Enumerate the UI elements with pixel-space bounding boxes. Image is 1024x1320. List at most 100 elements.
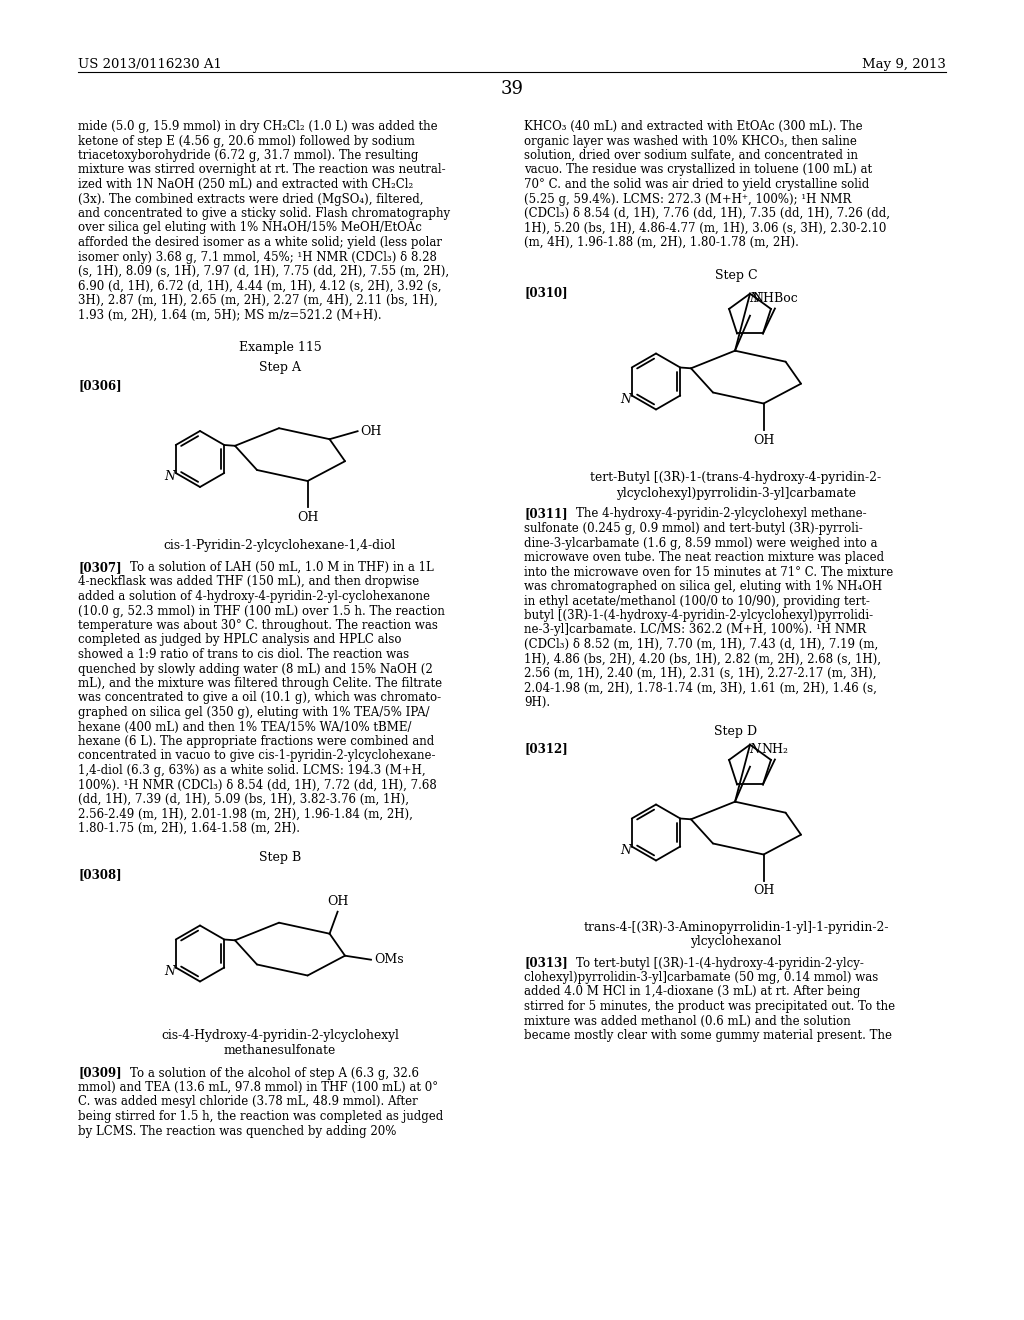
Text: Step D: Step D — [715, 725, 758, 738]
Text: To tert-butyl [(3R)-1-(4-hydroxy-4-pyridin-2-ylcy-: To tert-butyl [(3R)-1-(4-hydroxy-4-pyrid… — [575, 957, 864, 969]
Text: was concentrated to give a oil (10.1 g), which was chromato-: was concentrated to give a oil (10.1 g),… — [78, 692, 441, 705]
Text: became mostly clear with some gummy material present. The: became mostly clear with some gummy mate… — [524, 1030, 892, 1041]
Text: Example 115: Example 115 — [239, 341, 322, 354]
Text: N: N — [621, 393, 631, 407]
Text: graphed on silica gel (350 g), eluting with 1% TEA/5% IPA/: graphed on silica gel (350 g), eluting w… — [78, 706, 430, 719]
Text: concentrated in vacuo to give cis-1-pyridin-2-ylcyclohexane-: concentrated in vacuo to give cis-1-pyri… — [78, 750, 435, 763]
Text: 2.56 (m, 1H), 2.40 (m, 1H), 2.31 (s, 1H), 2.27-2.17 (m, 3H),: 2.56 (m, 1H), 2.40 (m, 1H), 2.31 (s, 1H)… — [524, 667, 877, 680]
Text: (s, 1H), 8.09 (s, 1H), 7.97 (d, 1H), 7.75 (dd, 2H), 7.55 (m, 2H),: (s, 1H), 8.09 (s, 1H), 7.97 (d, 1H), 7.7… — [78, 265, 450, 279]
Text: N: N — [750, 292, 761, 305]
Text: 1.80-1.75 (m, 2H), 1.64-1.58 (m, 2H).: 1.80-1.75 (m, 2H), 1.64-1.58 (m, 2H). — [78, 822, 300, 836]
Text: vacuo. The residue was crystallized in toluene (100 mL) at: vacuo. The residue was crystallized in t… — [524, 164, 872, 177]
Text: mixture was stirred overnight at rt. The reaction was neutral-: mixture was stirred overnight at rt. The… — [78, 164, 445, 177]
Text: temperature was about 30° C. throughout. The reaction was: temperature was about 30° C. throughout.… — [78, 619, 438, 632]
Text: cis-4-Hydroxy-4-pyridin-2-ylcyclohexyl: cis-4-Hydroxy-4-pyridin-2-ylcyclohexyl — [161, 1028, 399, 1041]
Text: ylcyclohexyl)pyrrolidin-3-yl]carbamate: ylcyclohexyl)pyrrolidin-3-yl]carbamate — [616, 487, 856, 499]
Text: (5.25 g, 59.4%). LCMS: 272.3 (M+H⁺, 100%); ¹H NMR: (5.25 g, 59.4%). LCMS: 272.3 (M+H⁺, 100%… — [524, 193, 851, 206]
Text: added a solution of 4-hydroxy-4-pyridin-2-yl-cyclohexanone: added a solution of 4-hydroxy-4-pyridin-… — [78, 590, 430, 603]
Text: microwave oven tube. The neat reaction mixture was placed: microwave oven tube. The neat reaction m… — [524, 550, 884, 564]
Text: ne-3-yl]carbamate. LC/MS: 362.2 (M+H, 100%). ¹H NMR: ne-3-yl]carbamate. LC/MS: 362.2 (M+H, 10… — [524, 623, 866, 636]
Text: [0308]: [0308] — [78, 869, 122, 882]
Text: OH: OH — [360, 425, 382, 438]
Text: stirred for 5 minutes, the product was precipitated out. To the: stirred for 5 minutes, the product was p… — [524, 1001, 895, 1012]
Text: N: N — [164, 470, 175, 483]
Text: organic layer was washed with 10% KHCO₃, then saline: organic layer was washed with 10% KHCO₃,… — [524, 135, 857, 148]
Text: N: N — [164, 965, 175, 978]
Text: NHBoc: NHBoc — [752, 293, 798, 305]
Text: 1,4-diol (6.3 g, 63%) as a white solid. LCMS: 194.3 (M+H,: 1,4-diol (6.3 g, 63%) as a white solid. … — [78, 764, 426, 777]
Text: [0313]: [0313] — [524, 957, 567, 969]
Text: 2.56-2.49 (m, 1H), 2.01-1.98 (m, 2H), 1.96-1.84 (m, 2H),: 2.56-2.49 (m, 1H), 2.01-1.98 (m, 2H), 1.… — [78, 808, 413, 821]
Text: isomer only) 3.68 g, 7.1 mmol, 45%; ¹H NMR (CDCl₃) δ 8.28: isomer only) 3.68 g, 7.1 mmol, 45%; ¹H N… — [78, 251, 437, 264]
Text: over silica gel eluting with 1% NH₄OH/15% MeOH/EtOAc: over silica gel eluting with 1% NH₄OH/15… — [78, 222, 422, 235]
Text: 1H), 5.20 (bs, 1H), 4.86-4.77 (m, 1H), 3.06 (s, 3H), 2.30-2.10: 1H), 5.20 (bs, 1H), 4.86-4.77 (m, 1H), 3… — [524, 222, 887, 235]
Text: being stirred for 1.5 h, the reaction was completed as judged: being stirred for 1.5 h, the reaction wa… — [78, 1110, 443, 1123]
Text: OH: OH — [297, 511, 318, 524]
Text: The 4-hydroxy-4-pyridin-2-ylcyclohexyl methane-: The 4-hydroxy-4-pyridin-2-ylcyclohexyl m… — [575, 507, 866, 520]
Text: [0311]: [0311] — [524, 507, 567, 520]
Text: Step C: Step C — [715, 268, 758, 281]
Text: [0307]: [0307] — [78, 561, 122, 574]
Text: OMs: OMs — [374, 953, 403, 966]
Text: To a solution of LAH (50 mL, 1.0 M in THF) in a 1L: To a solution of LAH (50 mL, 1.0 M in TH… — [130, 561, 434, 574]
Text: (10.0 g, 52.3 mmol) in THF (100 mL) over 1.5 h. The reaction: (10.0 g, 52.3 mmol) in THF (100 mL) over… — [78, 605, 444, 618]
Text: 9H).: 9H). — [524, 696, 550, 709]
Text: mide (5.0 g, 15.9 mmol) in dry CH₂Cl₂ (1.0 L) was added the: mide (5.0 g, 15.9 mmol) in dry CH₂Cl₂ (1… — [78, 120, 437, 133]
Text: mmol) and TEA (13.6 mL, 97.8 mmol) in THF (100 mL) at 0°: mmol) and TEA (13.6 mL, 97.8 mmol) in TH… — [78, 1081, 438, 1094]
Text: C. was added mesyl chloride (3.78 mL, 48.9 mmol). After: C. was added mesyl chloride (3.78 mL, 48… — [78, 1096, 418, 1109]
Text: 70° C. and the solid was air dried to yield crystalline solid: 70° C. and the solid was air dried to yi… — [524, 178, 869, 191]
Text: hexane (6 L). The appropriate fractions were combined and: hexane (6 L). The appropriate fractions … — [78, 735, 434, 748]
Text: [0310]: [0310] — [524, 286, 567, 300]
Text: was chromatographed on silica gel, eluting with 1% NH₄OH: was chromatographed on silica gel, eluti… — [524, 579, 882, 593]
Text: (CDCl₃) δ 8.54 (d, 1H), 7.76 (dd, 1H), 7.35 (dd, 1H), 7.26 (dd,: (CDCl₃) δ 8.54 (d, 1H), 7.76 (dd, 1H), 7… — [524, 207, 890, 220]
Text: mL), and the mixture was filtered through Celite. The filtrate: mL), and the mixture was filtered throug… — [78, 677, 442, 690]
Text: added 4.0 M HCl in 1,4-dioxane (3 mL) at rt. After being: added 4.0 M HCl in 1,4-dioxane (3 mL) at… — [524, 986, 860, 998]
Text: NH₂: NH₂ — [762, 743, 788, 756]
Text: 1.93 (m, 2H), 1.64 (m, 5H); MS m/z=521.2 (M+H).: 1.93 (m, 2H), 1.64 (m, 5H); MS m/z=521.2… — [78, 309, 382, 322]
Text: 39: 39 — [501, 81, 523, 98]
Text: completed as judged by HPLC analysis and HPLC also: completed as judged by HPLC analysis and… — [78, 634, 401, 647]
Text: by LCMS. The reaction was quenched by adding 20%: by LCMS. The reaction was quenched by ad… — [78, 1125, 396, 1138]
Text: quenched by slowly adding water (8 mL) and 15% NaOH (2: quenched by slowly adding water (8 mL) a… — [78, 663, 433, 676]
Text: 4-neckflask was added THF (150 mL), and then dropwise: 4-neckflask was added THF (150 mL), and … — [78, 576, 419, 589]
Text: clohexyl)pyrrolidin-3-yl]carbamate (50 mg, 0.14 mmol) was: clohexyl)pyrrolidin-3-yl]carbamate (50 m… — [524, 972, 879, 983]
Text: trans-4-[(3R)-3-Aminopyrrolidin-1-yl]-1-pyridin-2-: trans-4-[(3R)-3-Aminopyrrolidin-1-yl]-1-… — [584, 920, 889, 933]
Text: To a solution of the alcohol of step A (6.3 g, 32.6: To a solution of the alcohol of step A (… — [130, 1067, 419, 1080]
Text: hexane (400 mL) and then 1% TEA/15% WA/10% tBME/: hexane (400 mL) and then 1% TEA/15% WA/1… — [78, 721, 412, 734]
Text: tert-Butyl [(3R)-1-(trans-4-hydroxy-4-pyridin-2-: tert-Butyl [(3R)-1-(trans-4-hydroxy-4-py… — [591, 471, 882, 484]
Text: cis-1-Pyridin-2-ylcyclohexane-1,4-diol: cis-1-Pyridin-2-ylcyclohexane-1,4-diol — [164, 539, 396, 552]
Text: (dd, 1H), 7.39 (d, 1H), 5.09 (bs, 1H), 3.82-3.76 (m, 1H),: (dd, 1H), 7.39 (d, 1H), 5.09 (bs, 1H), 3… — [78, 793, 409, 807]
Text: mixture was added methanol (0.6 mL) and the solution: mixture was added methanol (0.6 mL) and … — [524, 1015, 851, 1027]
Text: dine-3-ylcarbamate (1.6 g, 8.59 mmol) were weighed into a: dine-3-ylcarbamate (1.6 g, 8.59 mmol) we… — [524, 536, 878, 549]
Text: (CDCl₃) δ 8.52 (m, 1H), 7.70 (m, 1H), 7.43 (d, 1H), 7.19 (m,: (CDCl₃) δ 8.52 (m, 1H), 7.70 (m, 1H), 7.… — [524, 638, 879, 651]
Text: N: N — [621, 843, 631, 857]
Text: 2.04-1.98 (m, 2H), 1.78-1.74 (m, 3H), 1.61 (m, 2H), 1.46 (s,: 2.04-1.98 (m, 2H), 1.78-1.74 (m, 3H), 1.… — [524, 681, 877, 694]
Text: into the microwave oven for 15 minutes at 71° C. The mixture: into the microwave oven for 15 minutes a… — [524, 565, 893, 578]
Text: (m, 4H), 1.96-1.88 (m, 2H), 1.80-1.78 (m, 2H).: (m, 4H), 1.96-1.88 (m, 2H), 1.80-1.78 (m… — [524, 236, 799, 249]
Text: OH: OH — [753, 884, 774, 898]
Text: sulfonate (0.245 g, 0.9 mmol) and tert-butyl (3R)-pyrroli-: sulfonate (0.245 g, 0.9 mmol) and tert-b… — [524, 521, 863, 535]
Text: afforded the desired isomer as a white solid; yield (less polar: afforded the desired isomer as a white s… — [78, 236, 442, 249]
Text: (3x). The combined extracts were dried (MgSO₄), filtered,: (3x). The combined extracts were dried (… — [78, 193, 424, 206]
Text: solution, dried over sodium sulfate, and concentrated in: solution, dried over sodium sulfate, and… — [524, 149, 858, 162]
Text: ylcyclohexanol: ylcyclohexanol — [690, 936, 781, 949]
Text: 6.90 (d, 1H), 6.72 (d, 1H), 4.44 (m, 1H), 4.12 (s, 2H), 3.92 (s,: 6.90 (d, 1H), 6.72 (d, 1H), 4.44 (m, 1H)… — [78, 280, 441, 293]
Text: butyl [(3R)-1-(4-hydroxy-4-pyridin-2-ylcyclohexyl)pyrrolidi-: butyl [(3R)-1-(4-hydroxy-4-pyridin-2-ylc… — [524, 609, 873, 622]
Text: Step B: Step B — [259, 850, 301, 863]
Text: ized with 1N NaOH (250 mL) and extracted with CH₂Cl₂: ized with 1N NaOH (250 mL) and extracted… — [78, 178, 414, 191]
Text: in ethyl acetate/methanol (100/0 to 10/90), providing tert-: in ethyl acetate/methanol (100/0 to 10/9… — [524, 594, 869, 607]
Text: triacetoxyborohydride (6.72 g, 31.7 mmol). The resulting: triacetoxyborohydride (6.72 g, 31.7 mmol… — [78, 149, 419, 162]
Text: Step A: Step A — [259, 360, 301, 374]
Text: 1H), 4.86 (bs, 2H), 4.20 (bs, 1H), 2.82 (m, 2H), 2.68 (s, 1H),: 1H), 4.86 (bs, 2H), 4.20 (bs, 1H), 2.82 … — [524, 652, 881, 665]
Text: N: N — [750, 743, 761, 756]
Text: and concentrated to give a sticky solid. Flash chromatography: and concentrated to give a sticky solid.… — [78, 207, 451, 220]
Text: [0312]: [0312] — [524, 742, 567, 755]
Text: [0306]: [0306] — [78, 379, 122, 392]
Text: 100%). ¹H NMR (CDCl₃) δ 8.54 (dd, 1H), 7.72 (dd, 1H), 7.68: 100%). ¹H NMR (CDCl₃) δ 8.54 (dd, 1H), 7… — [78, 779, 437, 792]
Text: ketone of step E (4.56 g, 20.6 mmol) followed by sodium: ketone of step E (4.56 g, 20.6 mmol) fol… — [78, 135, 415, 148]
Text: KHCO₃ (40 mL) and extracted with EtOAc (300 mL). The: KHCO₃ (40 mL) and extracted with EtOAc (… — [524, 120, 862, 133]
Text: OH: OH — [753, 433, 774, 446]
Text: [0309]: [0309] — [78, 1067, 122, 1080]
Text: 3H), 2.87 (m, 1H), 2.65 (m, 2H), 2.27 (m, 4H), 2.11 (bs, 1H),: 3H), 2.87 (m, 1H), 2.65 (m, 2H), 2.27 (m… — [78, 294, 437, 308]
Text: May 9, 2013: May 9, 2013 — [862, 58, 946, 71]
